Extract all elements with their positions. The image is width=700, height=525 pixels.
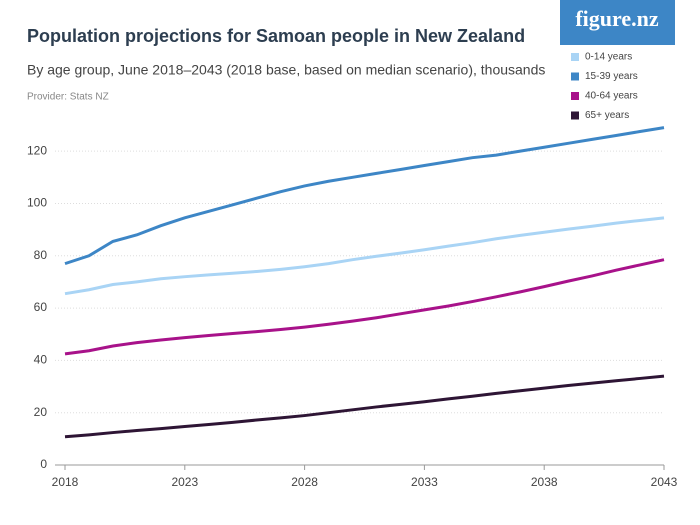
legend-swatch xyxy=(571,111,579,120)
y-tick-label: 80 xyxy=(34,248,48,262)
logo-box xyxy=(560,0,675,45)
y-tick-label: 20 xyxy=(34,405,48,419)
logo: figure.nz xyxy=(575,6,659,31)
legend-label: 15-39 years xyxy=(585,71,638,82)
chart-subtitle: By age group, June 2018–2043 (2018 base,… xyxy=(27,62,545,78)
chart-title: Population projections for Samoan people… xyxy=(27,26,525,46)
x-tick-label: 2038 xyxy=(531,475,558,489)
legend-swatch xyxy=(571,72,579,81)
x-tick-label: 2033 xyxy=(411,475,438,489)
y-tick-label: 100 xyxy=(27,196,47,210)
y-tick-label: 60 xyxy=(34,300,48,314)
x-tick-label: 2023 xyxy=(171,475,198,489)
legend-label: 40-64 years xyxy=(585,91,638,102)
source: Provider: Stats NZ xyxy=(27,92,109,103)
y-tick-label: 40 xyxy=(34,353,48,367)
y-tick-label: 120 xyxy=(27,143,47,157)
legend-swatch xyxy=(571,92,579,100)
series-line xyxy=(64,216,665,296)
legend-label: 0-14 years xyxy=(585,52,632,63)
legend-swatch xyxy=(571,53,579,61)
series-line xyxy=(64,258,665,356)
y-tick-label: 0 xyxy=(40,457,47,471)
series-line xyxy=(64,126,665,266)
series-line xyxy=(64,374,665,439)
x-tick-label: 2028 xyxy=(291,475,318,489)
x-tick-label: 2018 xyxy=(52,475,79,489)
legend-label: 65+ years xyxy=(585,110,629,121)
x-tick-label: 2043 xyxy=(651,475,678,489)
